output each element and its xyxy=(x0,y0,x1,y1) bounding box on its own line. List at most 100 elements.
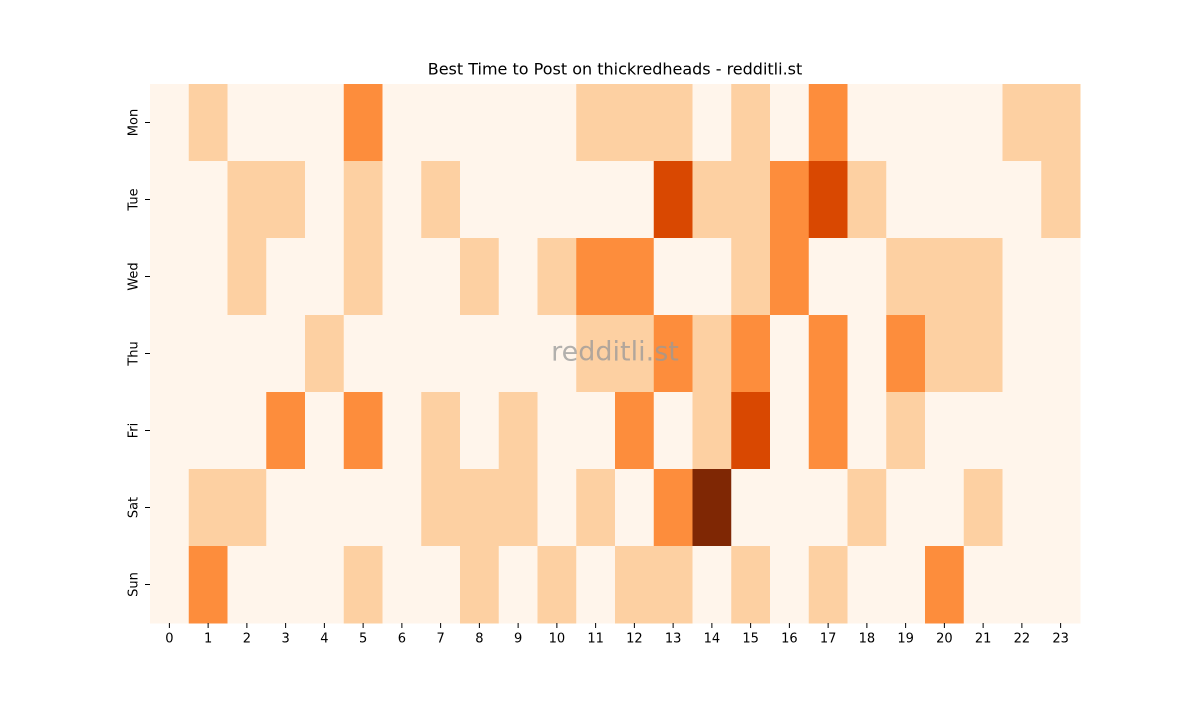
x-tick-label: 12 xyxy=(626,632,643,647)
x-tick-label: 8 xyxy=(475,632,483,647)
x-tick-label: 1 xyxy=(204,632,212,647)
heat-cell xyxy=(305,238,345,316)
heat-cell xyxy=(963,238,1003,316)
heat-cell xyxy=(886,546,926,624)
heat-cell xyxy=(1041,392,1081,470)
heat-cell xyxy=(382,161,422,239)
heat-cell xyxy=(460,546,500,624)
heat-cell xyxy=(770,161,810,239)
heat-cell xyxy=(421,546,461,624)
heat-cell xyxy=(770,315,810,393)
heat-cell xyxy=(227,469,267,547)
heat-cell xyxy=(808,161,848,239)
heat-cell xyxy=(382,238,422,316)
heat-cell xyxy=(963,161,1003,239)
heat-cell xyxy=(227,546,267,624)
heat-cell xyxy=(305,315,345,393)
heat-cell xyxy=(150,315,190,393)
heat-cell xyxy=(963,392,1003,470)
heat-cell xyxy=(227,161,267,239)
heat-cell xyxy=(498,469,538,547)
x-tick-label: 23 xyxy=(1052,632,1069,647)
heat-cell xyxy=(537,84,577,162)
x-tick-label: 7 xyxy=(436,632,444,647)
heat-cell xyxy=(770,546,810,624)
heat-cell xyxy=(1041,84,1081,162)
heat-cell xyxy=(808,469,848,547)
heat-cell xyxy=(1002,84,1042,162)
heat-cell xyxy=(808,315,848,393)
heat-cell xyxy=(498,392,538,470)
heat-cell xyxy=(692,161,732,239)
heat-cell xyxy=(1002,238,1042,316)
heat-cell xyxy=(305,546,345,624)
watermark: redditli.st xyxy=(551,337,679,368)
heat-cell xyxy=(150,546,190,624)
heat-cell xyxy=(1041,161,1081,239)
heat-cell xyxy=(925,238,965,316)
heat-cell xyxy=(692,469,732,547)
heat-cell xyxy=(576,238,616,316)
heat-cell xyxy=(847,84,887,162)
heat-cell xyxy=(1002,546,1042,624)
heat-cell xyxy=(421,315,461,393)
heat-cell xyxy=(421,469,461,547)
heat-cell xyxy=(886,469,926,547)
heat-cell xyxy=(227,392,267,470)
x-tick-label: 21 xyxy=(975,632,992,647)
heat-cell xyxy=(498,84,538,162)
heat-cell xyxy=(808,546,848,624)
heat-cell xyxy=(731,546,771,624)
x-tick-label: 4 xyxy=(320,632,328,647)
heat-cell xyxy=(770,392,810,470)
heat-cell xyxy=(886,161,926,239)
heat-cell xyxy=(188,315,228,393)
heat-cell xyxy=(770,238,810,316)
heat-cell xyxy=(847,469,887,547)
y-tick-label: Wed xyxy=(127,262,142,290)
heat-cell xyxy=(692,84,732,162)
chart-title: Best Time to Post on thickredheads - red… xyxy=(428,60,803,79)
heat-cell xyxy=(615,546,655,624)
heat-cell xyxy=(266,161,306,239)
heat-cell xyxy=(808,392,848,470)
heat-cell xyxy=(266,315,306,393)
heat-cell xyxy=(847,238,887,316)
heat-cell xyxy=(421,84,461,162)
heat-cell xyxy=(460,161,500,239)
heat-cell xyxy=(150,84,190,162)
heat-cell xyxy=(692,392,732,470)
heat-cell xyxy=(305,84,345,162)
heat-cell xyxy=(731,392,771,470)
heat-cell xyxy=(615,161,655,239)
heat-cell xyxy=(1041,315,1081,393)
heat-cell xyxy=(305,392,345,470)
heat-cell xyxy=(460,392,500,470)
x-tick-label: 5 xyxy=(359,632,367,647)
heat-cell xyxy=(1002,315,1042,393)
heat-cell xyxy=(847,546,887,624)
heat-cell xyxy=(498,161,538,239)
y-tick-label: Tue xyxy=(127,188,142,211)
heat-cell xyxy=(963,546,1003,624)
x-tick-label: 9 xyxy=(514,632,522,647)
heat-cell xyxy=(343,315,383,393)
heat-cell xyxy=(615,315,655,393)
heat-cell xyxy=(886,84,926,162)
heat-cell xyxy=(615,84,655,162)
heat-cell xyxy=(576,469,616,547)
heat-cell xyxy=(227,315,267,393)
x-tick-label: 0 xyxy=(165,632,173,647)
heat-cell xyxy=(886,315,926,393)
heat-cell xyxy=(227,84,267,162)
heat-cell xyxy=(576,84,616,162)
heat-cell xyxy=(925,546,965,624)
heat-cell xyxy=(925,469,965,547)
heat-cell xyxy=(266,238,306,316)
heat-cell xyxy=(188,469,228,547)
heat-cell xyxy=(653,84,693,162)
heat-cell xyxy=(653,161,693,239)
x-tick-label: 16 xyxy=(781,632,798,647)
heat-cell xyxy=(692,315,732,393)
